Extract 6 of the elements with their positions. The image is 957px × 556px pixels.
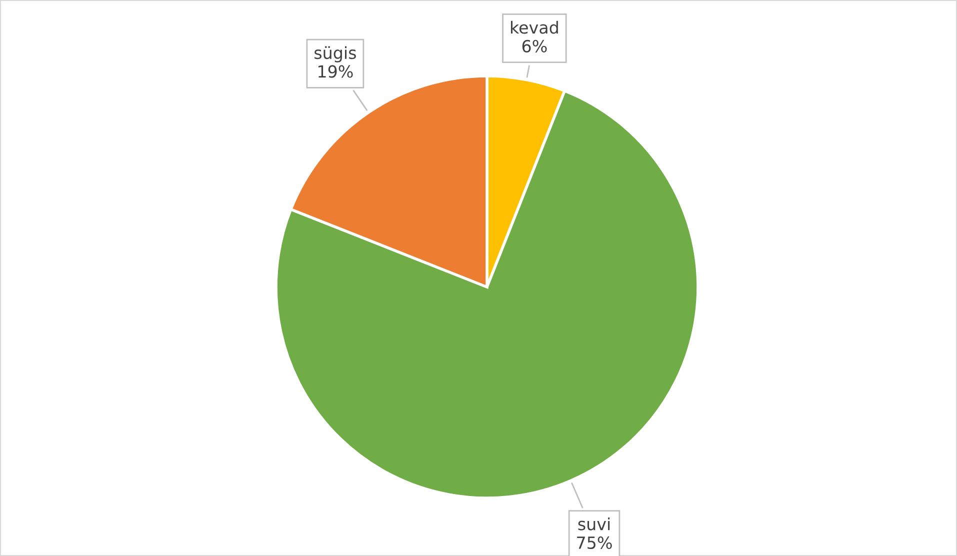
data-label: 19% — [318, 65, 353, 78]
slice-label: kevad — [510, 20, 558, 34]
slice-label: sügis — [314, 46, 356, 62]
data-label: 75% — [577, 536, 612, 550]
data-label: 6% — [522, 40, 547, 52]
slice-label: suvi — [578, 517, 610, 530]
